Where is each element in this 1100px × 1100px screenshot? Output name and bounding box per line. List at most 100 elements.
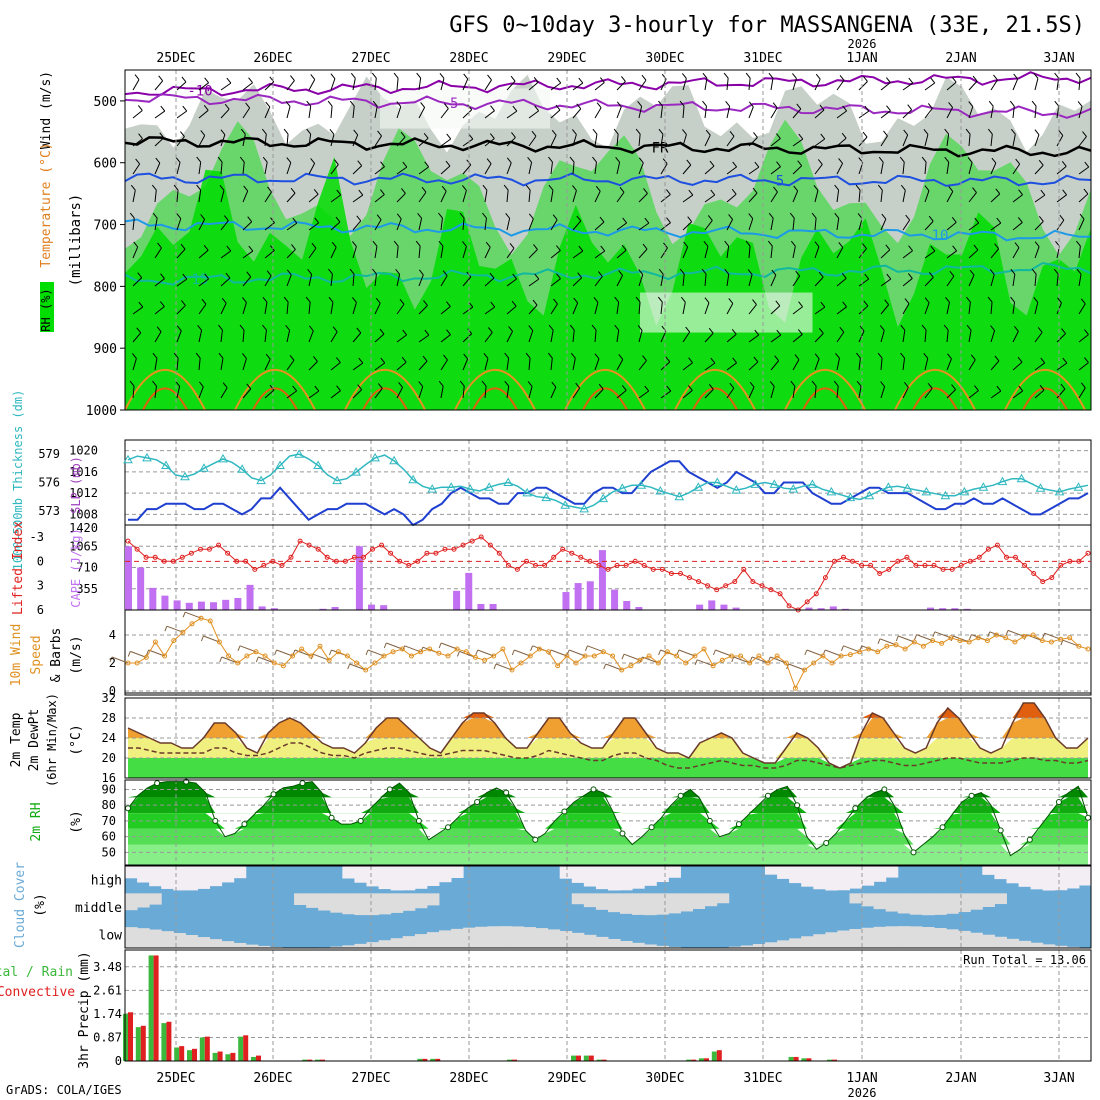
wind-barb-flag (834, 212, 840, 219)
wind-barb-flag (665, 189, 671, 195)
rh-marker (503, 789, 510, 796)
wind-speed-marker (180, 629, 186, 635)
wind-barb-flag (907, 104, 913, 111)
precip-convective-bar (307, 1059, 313, 1061)
wind-barb (506, 358, 510, 371)
cape-tick-label: 1065 (69, 539, 98, 553)
cloud-low-clear (1030, 942, 1044, 948)
wind-barb (858, 358, 861, 371)
wind-barb (1012, 134, 1016, 147)
thickness-marker (750, 479, 761, 488)
wind-barb (264, 358, 271, 371)
wind-barb (1056, 106, 1060, 119)
cloud-low-clear (740, 945, 754, 948)
cape-bar (380, 605, 388, 610)
wind-barb-flag (158, 75, 164, 82)
wind-barb-flag (180, 243, 186, 250)
wind-barb (968, 249, 979, 259)
wind-speed-marker (820, 653, 826, 659)
lifted-index-marker (768, 587, 774, 593)
wind-barb (836, 137, 847, 147)
thickness-marker (427, 484, 438, 493)
wind-barb (308, 302, 311, 315)
wind-barb (462, 78, 469, 91)
thickness-marker (237, 464, 247, 473)
wind-barb-flag (883, 130, 888, 137)
cloud-middle-clear (716, 893, 730, 904)
wind-barb-flag (1053, 268, 1059, 275)
wind-speed-marker (335, 649, 341, 655)
wind-barb (682, 246, 689, 259)
wind-barb (220, 302, 227, 315)
wind-barb (286, 390, 297, 399)
wind-barb-flag (584, 645, 588, 651)
wind-barb (506, 247, 515, 259)
wind-barb (396, 136, 406, 147)
wind-speed-marker (884, 643, 890, 649)
wind-barb (440, 108, 449, 119)
wind-speed-marker (308, 653, 314, 659)
thickness-tick-label: 573 (38, 504, 60, 518)
lifted-index-marker (542, 562, 548, 568)
wind-barb-flag (530, 645, 534, 651)
wind-barb-flag (644, 385, 650, 392)
lifted-index-marker (850, 558, 855, 564)
wind-barb-flag (635, 128, 641, 135)
wind-barb-flag (441, 185, 447, 192)
wind-barb-flag (548, 324, 554, 331)
wind-speed-marker (994, 632, 1000, 638)
lifted-index-marker (270, 558, 276, 564)
wind-speed-marker (1003, 635, 1009, 641)
cloud-high-clear (366, 866, 380, 887)
wind-barb-flag (534, 105, 540, 112)
lifted-index-marker (297, 538, 303, 544)
pressure-axis-label: (millibars) (68, 194, 84, 287)
cloud-high-clear (149, 866, 162, 887)
wind-barb (824, 649, 842, 657)
thickness-marker (655, 485, 666, 495)
wind-barb (968, 330, 972, 343)
wind-barb (682, 362, 693, 371)
wind-barb (308, 134, 312, 147)
wind-barb-flag (176, 325, 182, 332)
wind-speed-marker (628, 663, 634, 669)
wind-barb-flag (907, 273, 913, 279)
wind-barb (660, 390, 672, 399)
wind-speed-marker (408, 653, 414, 659)
wind-barb-flag (881, 213, 887, 220)
wind-barb (836, 331, 845, 343)
lifted-index-marker (361, 554, 366, 560)
wind-barb (880, 190, 883, 203)
wind-barb-flag (1062, 357, 1068, 364)
wind-speed-marker (738, 653, 744, 659)
temp-contour-20 (234, 369, 316, 410)
cloud-high-clear (451, 866, 464, 878)
cloud-low-clear (1018, 940, 1032, 948)
wind-barb-flag (527, 156, 532, 163)
wind-barb-flag (311, 242, 317, 249)
wind-barb-flag (995, 188, 1001, 195)
wind-barb (1034, 78, 1039, 91)
wind-barb (506, 218, 511, 231)
cloud-low-clear (161, 931, 174, 948)
rh-marker (1085, 814, 1091, 821)
cloud-high-clear (197, 866, 211, 889)
wind-barb-flag (838, 242, 844, 248)
wind-barb (924, 330, 927, 343)
wind-barb-flag (886, 105, 891, 111)
wind-barb-flag (393, 72, 399, 79)
lifted-index-marker (351, 554, 357, 560)
rh-marker (881, 786, 888, 793)
wind-barb (968, 390, 979, 399)
temp-contour-label: -5 (442, 96, 459, 112)
wind-barb (352, 165, 363, 175)
wind-speed-marker (463, 649, 469, 655)
wind-barb-flag (198, 381, 204, 388)
wind-barb (258, 656, 275, 664)
wind-barb (836, 163, 844, 175)
wind-barb-flag (732, 357, 738, 364)
rh-patch (255, 0, 313, 23)
wind-barb (770, 78, 774, 91)
wind-barb (726, 303, 734, 315)
lifted-index-marker (433, 550, 439, 556)
